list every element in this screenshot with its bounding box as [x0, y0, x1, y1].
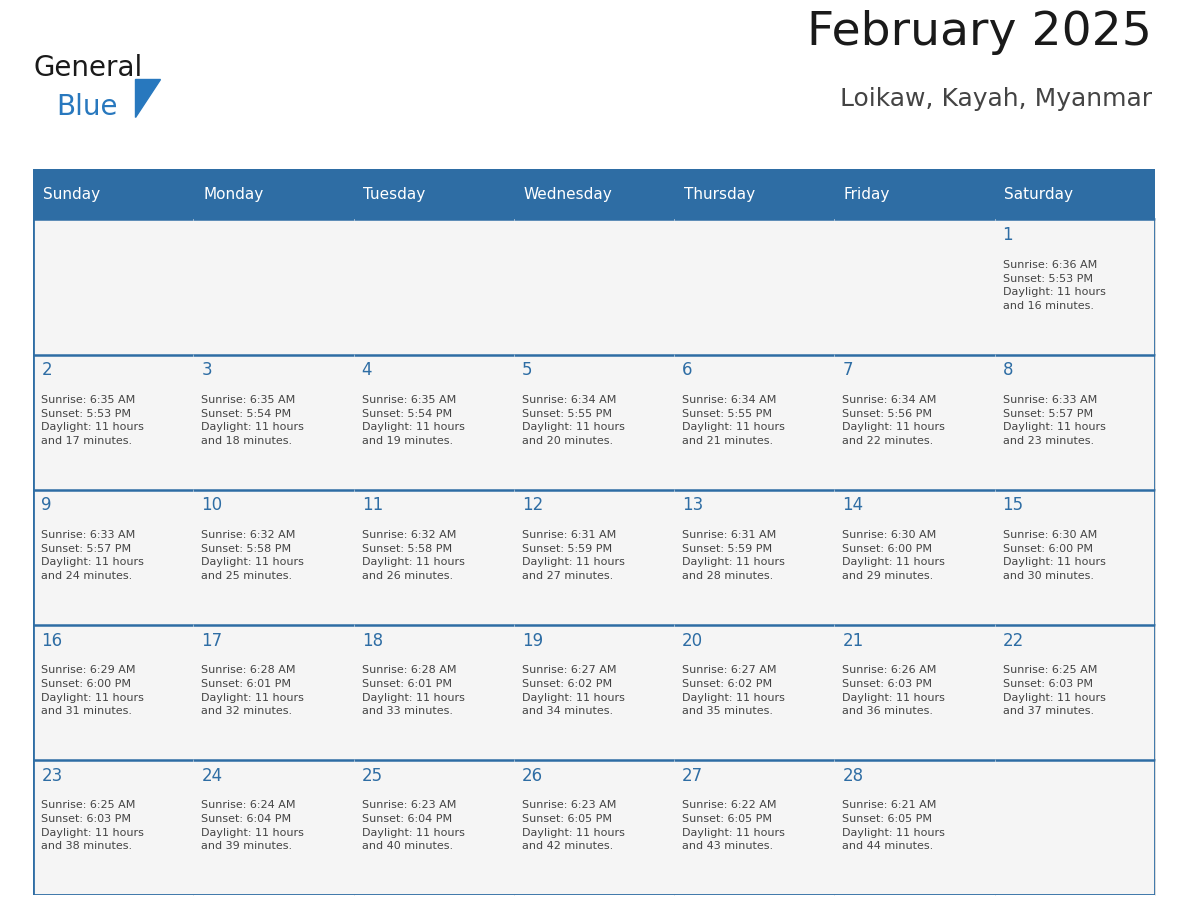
Text: Sunrise: 6:31 AM
Sunset: 5:59 PM
Daylight: 11 hours
and 28 minutes.: Sunrise: 6:31 AM Sunset: 5:59 PM Dayligh… [682, 531, 785, 581]
Text: General: General [33, 54, 143, 83]
Text: 19: 19 [522, 632, 543, 650]
Text: 21: 21 [842, 632, 864, 650]
Text: Sunrise: 6:31 AM
Sunset: 5:59 PM
Daylight: 11 hours
and 27 minutes.: Sunrise: 6:31 AM Sunset: 5:59 PM Dayligh… [522, 531, 625, 581]
Text: Sunrise: 6:27 AM
Sunset: 6:02 PM
Daylight: 11 hours
and 34 minutes.: Sunrise: 6:27 AM Sunset: 6:02 PM Dayligh… [522, 666, 625, 716]
Text: Sunrise: 6:32 AM
Sunset: 5:58 PM
Daylight: 11 hours
and 25 minutes.: Sunrise: 6:32 AM Sunset: 5:58 PM Dayligh… [202, 531, 304, 581]
Text: 4: 4 [361, 362, 372, 379]
Text: 24: 24 [202, 767, 222, 785]
Text: Sunrise: 6:28 AM
Sunset: 6:01 PM
Daylight: 11 hours
and 32 minutes.: Sunrise: 6:28 AM Sunset: 6:01 PM Dayligh… [202, 666, 304, 716]
Text: 5: 5 [522, 362, 532, 379]
Text: Sunrise: 6:25 AM
Sunset: 6:03 PM
Daylight: 11 hours
and 38 minutes.: Sunrise: 6:25 AM Sunset: 6:03 PM Dayligh… [42, 800, 144, 851]
Text: Sunday: Sunday [43, 187, 100, 202]
Text: Sunrise: 6:35 AM
Sunset: 5:53 PM
Daylight: 11 hours
and 17 minutes.: Sunrise: 6:35 AM Sunset: 5:53 PM Dayligh… [42, 395, 144, 446]
Text: 25: 25 [361, 767, 383, 785]
Text: 22: 22 [1003, 632, 1024, 650]
Text: 1: 1 [1003, 226, 1013, 244]
Text: 17: 17 [202, 632, 222, 650]
Text: 7: 7 [842, 362, 853, 379]
Text: 20: 20 [682, 632, 703, 650]
Text: Tuesday: Tuesday [364, 187, 425, 202]
Text: Sunrise: 6:34 AM
Sunset: 5:55 PM
Daylight: 11 hours
and 20 minutes.: Sunrise: 6:34 AM Sunset: 5:55 PM Dayligh… [522, 395, 625, 446]
Text: February 2025: February 2025 [808, 10, 1152, 55]
Text: Loikaw, Kayah, Myanmar: Loikaw, Kayah, Myanmar [840, 87, 1152, 111]
Text: Sunrise: 6:26 AM
Sunset: 6:03 PM
Daylight: 11 hours
and 36 minutes.: Sunrise: 6:26 AM Sunset: 6:03 PM Dayligh… [842, 666, 946, 716]
Text: 23: 23 [42, 767, 63, 785]
Text: 9: 9 [42, 497, 52, 514]
Text: Sunrise: 6:22 AM
Sunset: 6:05 PM
Daylight: 11 hours
and 43 minutes.: Sunrise: 6:22 AM Sunset: 6:05 PM Dayligh… [682, 800, 785, 851]
Text: Sunrise: 6:33 AM
Sunset: 5:57 PM
Daylight: 11 hours
and 23 minutes.: Sunrise: 6:33 AM Sunset: 5:57 PM Dayligh… [1003, 395, 1105, 446]
Text: Sunrise: 6:24 AM
Sunset: 6:04 PM
Daylight: 11 hours
and 39 minutes.: Sunrise: 6:24 AM Sunset: 6:04 PM Dayligh… [202, 800, 304, 851]
Text: Sunrise: 6:21 AM
Sunset: 6:05 PM
Daylight: 11 hours
and 44 minutes.: Sunrise: 6:21 AM Sunset: 6:05 PM Dayligh… [842, 800, 946, 851]
Text: Sunrise: 6:32 AM
Sunset: 5:58 PM
Daylight: 11 hours
and 26 minutes.: Sunrise: 6:32 AM Sunset: 5:58 PM Dayligh… [361, 531, 465, 581]
Text: 11: 11 [361, 497, 383, 514]
Text: Sunrise: 6:30 AM
Sunset: 6:00 PM
Daylight: 11 hours
and 29 minutes.: Sunrise: 6:30 AM Sunset: 6:00 PM Dayligh… [842, 531, 946, 581]
Text: 14: 14 [842, 497, 864, 514]
Text: Sunrise: 6:27 AM
Sunset: 6:02 PM
Daylight: 11 hours
and 35 minutes.: Sunrise: 6:27 AM Sunset: 6:02 PM Dayligh… [682, 666, 785, 716]
Text: Sunrise: 6:25 AM
Sunset: 6:03 PM
Daylight: 11 hours
and 37 minutes.: Sunrise: 6:25 AM Sunset: 6:03 PM Dayligh… [1003, 666, 1105, 716]
Text: 18: 18 [361, 632, 383, 650]
Text: Thursday: Thursday [684, 187, 754, 202]
Text: Sunrise: 6:35 AM
Sunset: 5:54 PM
Daylight: 11 hours
and 18 minutes.: Sunrise: 6:35 AM Sunset: 5:54 PM Dayligh… [202, 395, 304, 446]
Text: 16: 16 [42, 632, 63, 650]
Text: Sunrise: 6:36 AM
Sunset: 5:53 PM
Daylight: 11 hours
and 16 minutes.: Sunrise: 6:36 AM Sunset: 5:53 PM Dayligh… [1003, 260, 1105, 310]
Text: Sunrise: 6:34 AM
Sunset: 5:55 PM
Daylight: 11 hours
and 21 minutes.: Sunrise: 6:34 AM Sunset: 5:55 PM Dayligh… [682, 395, 785, 446]
Text: Sunrise: 6:28 AM
Sunset: 6:01 PM
Daylight: 11 hours
and 33 minutes.: Sunrise: 6:28 AM Sunset: 6:01 PM Dayligh… [361, 666, 465, 716]
Text: Blue: Blue [57, 93, 118, 121]
Text: 10: 10 [202, 497, 222, 514]
Text: Wednesday: Wednesday [524, 187, 612, 202]
Text: 26: 26 [522, 767, 543, 785]
Polygon shape [134, 79, 159, 118]
Text: 27: 27 [682, 767, 703, 785]
Text: 6: 6 [682, 362, 693, 379]
Text: Monday: Monday [203, 187, 264, 202]
Text: 13: 13 [682, 497, 703, 514]
Text: 15: 15 [1003, 497, 1024, 514]
Text: 12: 12 [522, 497, 543, 514]
Text: 28: 28 [842, 767, 864, 785]
Text: Sunrise: 6:29 AM
Sunset: 6:00 PM
Daylight: 11 hours
and 31 minutes.: Sunrise: 6:29 AM Sunset: 6:00 PM Dayligh… [42, 666, 144, 716]
Text: Sunrise: 6:23 AM
Sunset: 6:04 PM
Daylight: 11 hours
and 40 minutes.: Sunrise: 6:23 AM Sunset: 6:04 PM Dayligh… [361, 800, 465, 851]
Text: Friday: Friday [843, 187, 890, 202]
Text: 8: 8 [1003, 362, 1013, 379]
Text: Saturday: Saturday [1004, 187, 1073, 202]
Text: 2: 2 [42, 362, 52, 379]
Text: Sunrise: 6:23 AM
Sunset: 6:05 PM
Daylight: 11 hours
and 42 minutes.: Sunrise: 6:23 AM Sunset: 6:05 PM Dayligh… [522, 800, 625, 851]
Text: Sunrise: 6:35 AM
Sunset: 5:54 PM
Daylight: 11 hours
and 19 minutes.: Sunrise: 6:35 AM Sunset: 5:54 PM Dayligh… [361, 395, 465, 446]
Text: Sunrise: 6:30 AM
Sunset: 6:00 PM
Daylight: 11 hours
and 30 minutes.: Sunrise: 6:30 AM Sunset: 6:00 PM Dayligh… [1003, 531, 1105, 581]
Text: Sunrise: 6:34 AM
Sunset: 5:56 PM
Daylight: 11 hours
and 22 minutes.: Sunrise: 6:34 AM Sunset: 5:56 PM Dayligh… [842, 395, 946, 446]
Text: Sunrise: 6:33 AM
Sunset: 5:57 PM
Daylight: 11 hours
and 24 minutes.: Sunrise: 6:33 AM Sunset: 5:57 PM Dayligh… [42, 531, 144, 581]
Text: 3: 3 [202, 362, 213, 379]
